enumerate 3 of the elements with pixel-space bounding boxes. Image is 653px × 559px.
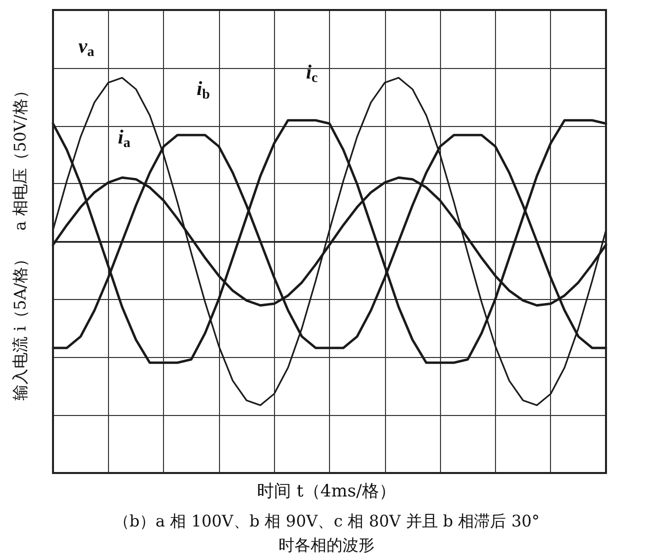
x-axis-title: 时间 t（4ms/格）: [257, 482, 396, 502]
y-axis-title: 输入电流 i（5A/格） a 相电压（50V/格）: [10, 82, 30, 400]
text: （b）a 相 100V、b 相 90V、c 相 80V 并且 b 相滞后 30°时各相的波形: [113, 512, 540, 554]
